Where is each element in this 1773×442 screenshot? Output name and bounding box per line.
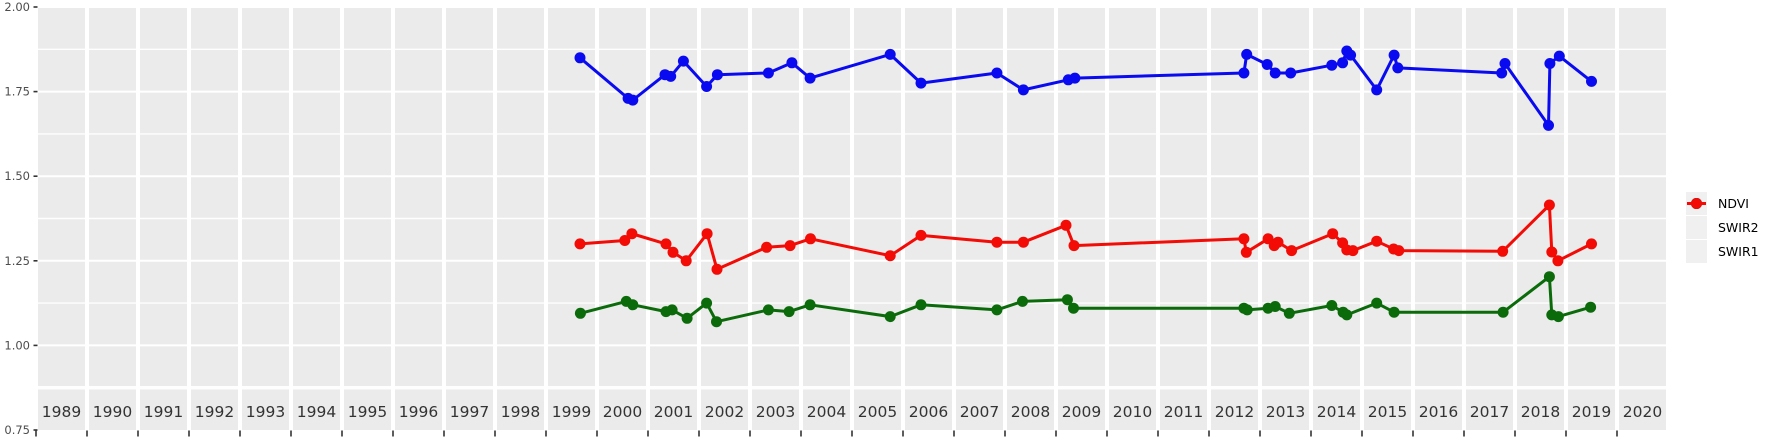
x-axis-label-1998: 1998 xyxy=(501,403,540,421)
x-axis-label-1990: 1990 xyxy=(93,403,132,421)
y-axis-label-1.25: 1.25 xyxy=(4,254,30,268)
x-axis-label-2012: 2012 xyxy=(1215,403,1254,421)
x-axis-label-2019: 2019 xyxy=(1572,403,1611,421)
legend-label-ndvi: NDVI xyxy=(1718,196,1749,211)
x-axis-label-1993: 1993 xyxy=(246,403,285,421)
series-swir2 xyxy=(574,271,1597,328)
x-axis-label-1997: 1997 xyxy=(450,403,489,421)
x-axis-label-2015: 2015 xyxy=(1368,403,1407,421)
x-axis-label-2007: 2007 xyxy=(960,403,999,421)
legend-label-swir1: SWIR1 xyxy=(1718,244,1759,259)
x-axis-label-2020: 2020 xyxy=(1623,403,1662,421)
x-axis-label-2017: 2017 xyxy=(1470,403,1509,421)
legend-label-swir2: SWIR2 xyxy=(1718,220,1759,235)
x-axis-label-2014: 2014 xyxy=(1317,403,1356,421)
x-axis-label-2005: 2005 xyxy=(858,403,897,421)
x-axis-label-2006: 2006 xyxy=(909,403,948,421)
series-swir1 xyxy=(574,199,1597,275)
legend-point-line-icon xyxy=(1687,198,1706,209)
x-axis-label-1996: 1996 xyxy=(399,403,438,421)
legend-key-swir2 xyxy=(1686,198,1707,239)
x-axis-ticks xyxy=(35,430,1618,437)
y-axis-label-1.00: 1.00 xyxy=(4,338,30,352)
legend-entry-swir1: SWIR1 xyxy=(1686,198,1759,263)
x-axis-year-labels: 1989 1990 1991 1992 1993 1994 1995 1996 1997 1998… xyxy=(42,403,1662,421)
x-axis-label-2013: 2013 xyxy=(1266,403,1305,421)
x-axis-label-1994: 1994 xyxy=(297,403,336,421)
x-axis-label-2009: 2009 xyxy=(1062,403,1101,421)
x-axis-label-2011: 2011 xyxy=(1164,403,1203,421)
x-axis-label-1989: 1989 xyxy=(42,403,81,421)
legend-entry-swir2: SWIR2 xyxy=(1686,198,1759,239)
x-axis-label-1999: 1999 xyxy=(552,403,591,421)
x-axis-label-2002: 2002 xyxy=(705,403,744,421)
x-axis-label-2016: 2016 xyxy=(1419,403,1458,421)
x-axis-label-2010: 2010 xyxy=(1113,403,1152,421)
y-axis-label-2.00: 2.00 xyxy=(4,0,30,14)
x-axis-label-1995: 1995 xyxy=(348,403,387,421)
x-axis-label-1992: 1992 xyxy=(195,403,234,421)
x-axis-label-2018: 2018 xyxy=(1521,403,1560,421)
legend: NDVI SWIR2 SWIR1 xyxy=(1686,192,1759,263)
gridlines xyxy=(38,6,1666,390)
x-axis-label-1991: 1991 xyxy=(144,403,183,421)
series-ndvi xyxy=(574,45,1597,131)
x-axis-label-2001: 2001 xyxy=(654,403,693,421)
y-axis-label-1.50: 1.50 xyxy=(4,169,30,183)
y-axis-label-1.75: 1.75 xyxy=(4,85,30,99)
x-axis-label-2008: 2008 xyxy=(1011,403,1050,421)
x-axis-label-2000: 2000 xyxy=(603,403,642,421)
y-axis: 2.00 1.75 1.50 1.25 1.00 0.75 xyxy=(4,0,38,437)
y-axis-label-0.75: 0.75 xyxy=(4,423,30,437)
x-axis-label-2004: 2004 xyxy=(807,403,846,421)
legend-key-swir1 xyxy=(1686,198,1707,263)
x-axis-label-2003: 2003 xyxy=(756,403,795,421)
